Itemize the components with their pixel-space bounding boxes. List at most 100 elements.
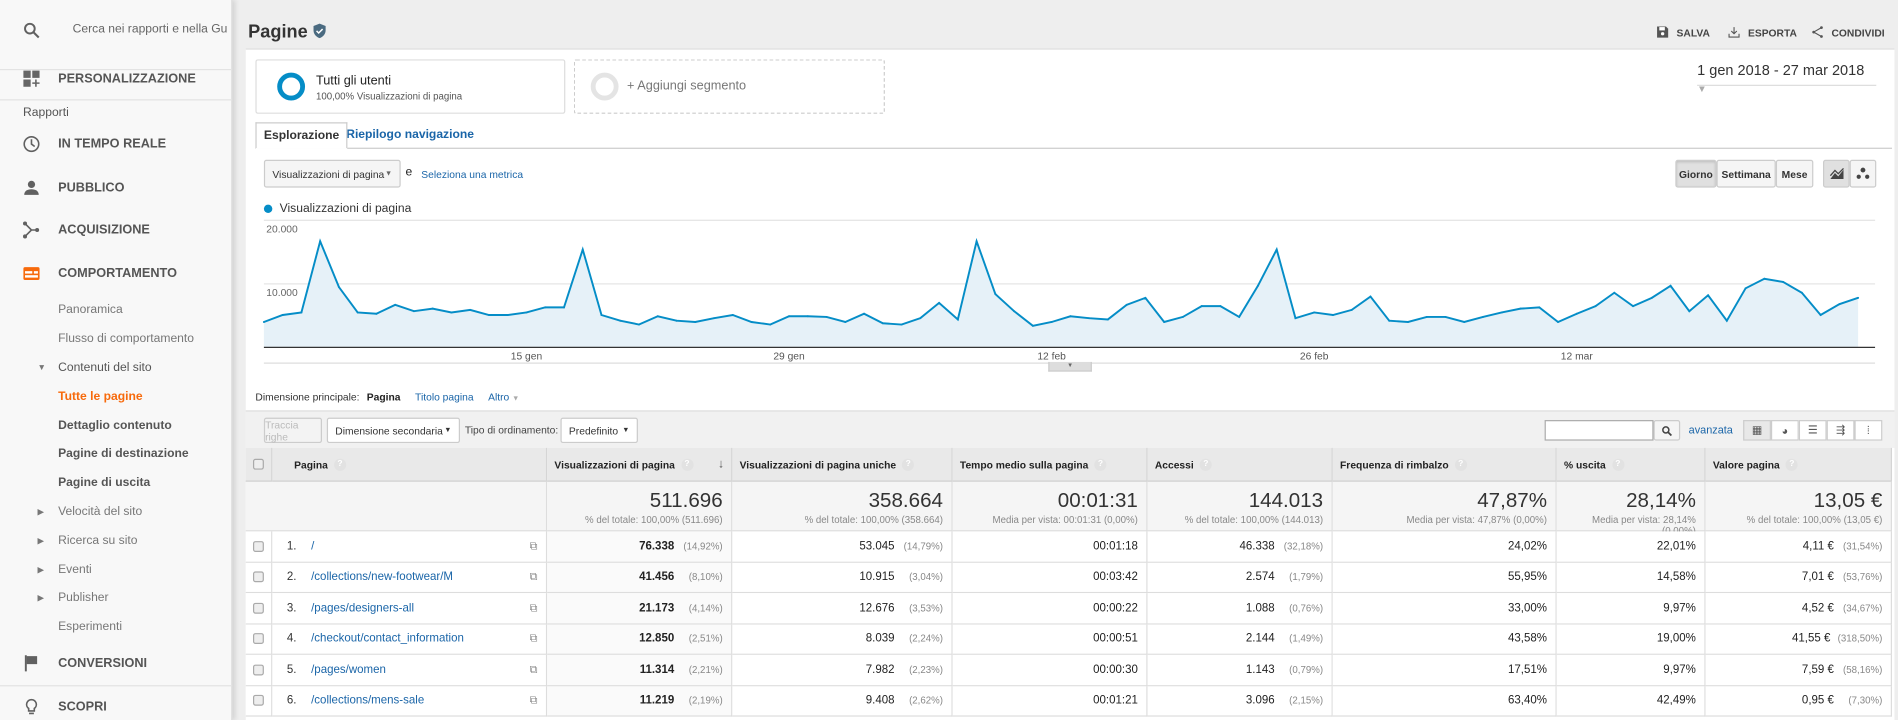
chart-collapse-handle[interactable]: ▼ [1048,361,1092,372]
add-segment-button[interactable]: + Aggiungi segmento [573,59,885,114]
page-link[interactable]: /collections/new-footwear/M [311,570,453,584]
exit-rate-value: 9,97% [1663,663,1696,677]
sidebar-item-site-search[interactable]: Ricerca su sito [58,534,138,548]
advanced-filter-link[interactable]: avanzata [1688,423,1733,436]
day-button[interactable]: Giorno [1675,159,1717,188]
sidebar-item-exit-pages[interactable]: Pagine di uscita [58,476,151,490]
open-page-icon[interactable]: ⧉ [529,539,538,552]
sidebar-item-behavior-flow[interactable]: Flusso di comportamento [58,332,195,346]
pivot-view-icon[interactable]: ⦙ [1854,420,1883,441]
total-value: 47,87% [1477,489,1548,513]
help-icon[interactable]: ? [1785,458,1798,471]
column-header[interactable]: Visualizzazioni di pagina? ↓ [547,447,733,482]
segment-all-users[interactable]: Tutti gli utenti 100,00% Visualizzazioni… [255,59,566,114]
sidebar-item-behavior[interactable]: COMPORTAMENTO [58,266,177,281]
export-button[interactable]: ESPORTA [1727,25,1797,38]
row-checkbox[interactable] [252,695,264,707]
share-label: CONDIVIDI [1831,26,1885,39]
select-all-checkbox[interactable] [252,458,264,470]
sidebar-item-site-speed[interactable]: Velocità del sito [58,505,143,519]
tab-explorer[interactable]: Esplorazione [255,122,348,149]
week-button[interactable]: Settimana [1716,159,1776,188]
row-checkbox[interactable] [252,602,264,614]
secondary-dimension-select[interactable]: Dimensione secondaria ▼ [326,417,460,444]
table-search-button[interactable] [1653,420,1681,441]
help-icon[interactable]: ? [1611,458,1624,471]
sidebar-item-landing-pages[interactable]: Pagine di destinazione [58,447,189,461]
metric-select[interactable]: Visualizzazioni di pagina ▼ [263,159,401,188]
performance-view-icon[interactable]: ☰ [1798,420,1827,441]
open-page-icon[interactable]: ⧉ [529,663,538,676]
sidebar-item-content-drilldown[interactable]: Dettaglio contenuto [58,419,172,433]
month-button[interactable]: Mese [1775,159,1814,188]
help-icon[interactable]: ? [333,458,347,471]
dimension-page-title[interactable]: Titolo pagina [415,390,474,404]
share-button[interactable]: CONDIVIDI [1811,25,1885,38]
row-checkbox[interactable] [252,571,264,583]
data-point [975,240,978,243]
open-page-icon[interactable]: ⧉ [529,601,538,614]
column-header[interactable]: Pagina? [272,447,548,482]
entrances-value: 1.143 [1245,663,1275,677]
column-header[interactable]: Frequenza di rimbalzo? [1332,447,1557,482]
sidebar-item-publisher[interactable]: Publisher [58,591,109,605]
data-point [1707,294,1710,297]
sidebar-item-realtime[interactable]: IN TEMPO REALE [58,136,167,152]
sidebar-search-input[interactable]: Cerca nei rapporti e nella Gu [72,22,228,37]
data-view-table-icon[interactable]: ▦ [1743,420,1771,441]
table-search-input[interactable] [1544,420,1654,441]
page-link[interactable]: /collections/mens-sale [311,693,425,708]
save-button[interactable]: SALVA [1656,25,1710,38]
tab-navigation-summary[interactable]: Riepilogo navigazione [346,128,475,142]
column-header[interactable]: Tempo medio sulla pagina? [952,447,1148,482]
column-header-label: Valore pagina [1712,458,1780,471]
sidebar-item-experiments[interactable]: Esperimenti [58,620,123,634]
pie-view-icon[interactable]: ◕ [1770,420,1799,441]
data-point [1088,317,1091,320]
sidebar-item-events[interactable]: Eventi [58,563,92,577]
help-icon[interactable]: ? [902,458,915,471]
motion-chart-button[interactable] [1849,159,1877,188]
entrances-cell: 1.143 (0,79%) [1147,654,1333,686]
entrances-pct: (2,15%) [1289,695,1324,707]
comparison-view-icon[interactable]: ⇶ [1826,420,1855,441]
help-icon[interactable]: ? [1454,458,1467,471]
row-checkbox[interactable] [252,540,264,552]
page-link[interactable]: /checkout/contact_information [311,632,464,646]
plot-rows-button[interactable]: Traccia righe [263,417,322,444]
dimension-other[interactable]: Altro ▼ [488,391,519,403]
data-point [1725,319,1728,322]
help-icon[interactable]: ? [1199,458,1212,471]
column-header[interactable]: Accessi? [1147,447,1333,482]
open-page-icon[interactable]: ⧉ [529,632,538,645]
help-icon[interactable]: ? [1094,458,1107,471]
sidebar-item-site-content[interactable]: Contenuti del sito [58,361,152,375]
total-subtext: Media per vista: 47,87% (0,00%) [1406,514,1548,526]
data-point [563,306,565,309]
line-chart-button[interactable] [1823,159,1850,188]
column-header[interactable]: Valore pagina? [1705,447,1893,482]
open-page-icon[interactable]: ⧉ [529,693,538,707]
open-page-icon[interactable]: ⧉ [529,570,538,583]
dimension-page[interactable]: Pagina [366,390,401,404]
sidebar-item-customization[interactable]: PERSONALIZZAZIONE [58,71,196,86]
sidebar-item-conversions[interactable]: CONVERSIONI [58,656,148,671]
column-header[interactable]: % uscita? [1556,447,1706,482]
page-link[interactable]: / [311,539,315,553]
sidebar-item-overview[interactable]: Panoramica [58,303,123,317]
sort-type-select[interactable]: Predefinito ▼ [560,417,638,444]
sidebar-item-all-pages[interactable]: Tutte le pagine [58,390,143,404]
sidebar-item-acquisition[interactable]: ACQUISIZIONE [58,222,150,238]
help-icon[interactable]: ? [680,458,694,471]
sidebar-item-audience[interactable]: PUBBLICO [58,180,125,195]
page-link[interactable]: /pages/designers-all [311,601,415,615]
page-link[interactable]: /pages/women [311,663,386,677]
row-checkbox[interactable] [252,633,264,645]
date-range-picker[interactable]: 1 gen 2018 - 27 mar 2018 ▼ [1697,62,1877,94]
column-header[interactable]: Visualizzazioni di pagina uniche? [732,447,953,482]
sidebar-item-discover[interactable]: SCOPRI [58,699,107,715]
row-checkbox[interactable] [252,664,264,676]
select-metric-link[interactable]: Seleziona una metrica [421,168,524,181]
divider [255,147,1893,149]
data-point [1688,310,1691,313]
